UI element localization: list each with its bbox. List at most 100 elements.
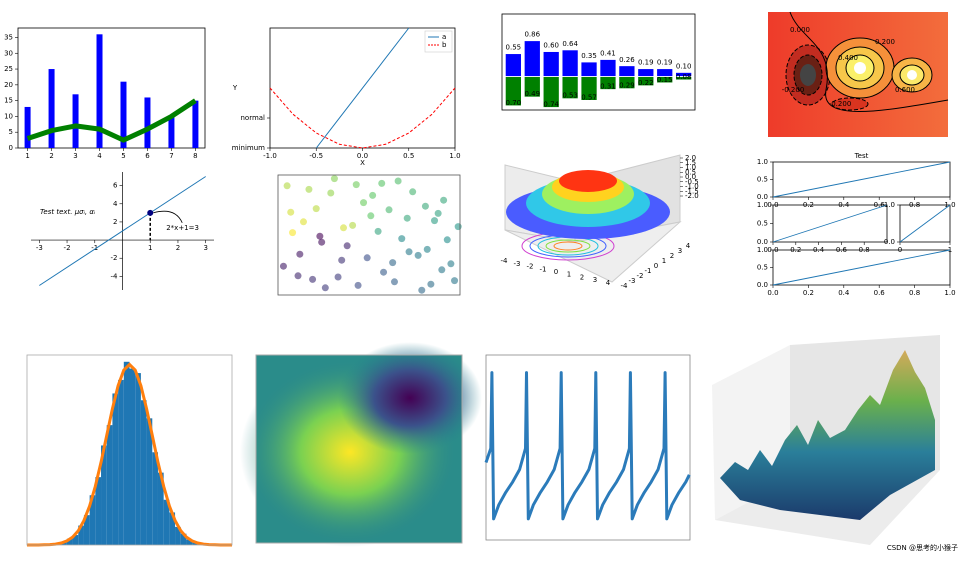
annotation-label: 2*x+1=3 <box>166 224 199 232</box>
point <box>309 275 317 283</box>
point <box>374 227 382 235</box>
bar <box>144 97 151 148</box>
bar <box>580 76 598 101</box>
contour-label: 0.200 <box>875 38 895 46</box>
y-tick-label: 1.0 <box>757 246 768 254</box>
heatmap-field <box>240 342 482 547</box>
bar <box>95 477 102 545</box>
z-tick-label: -2.0 <box>685 192 699 200</box>
point <box>427 280 435 288</box>
x-tick-label: 0 <box>554 268 558 276</box>
point <box>363 254 371 262</box>
x-tick-label: 1 <box>567 271 571 279</box>
y-tick-label: 0.0 <box>884 238 895 246</box>
bar <box>186 539 193 545</box>
value-label: 0.26 <box>619 56 635 64</box>
point <box>354 281 362 289</box>
value-label: 0.31 <box>600 83 616 91</box>
y-tick-label: -1 <box>645 267 652 275</box>
point <box>389 259 397 267</box>
x-tick-label: 3 <box>73 152 77 160</box>
value-label: 0.35 <box>581 52 597 60</box>
y-tick-label: minimum <box>232 144 265 152</box>
y-tick-label: 0 <box>9 144 13 152</box>
surface-3d <box>504 154 682 283</box>
y-tick-label: 4 <box>113 200 118 208</box>
y-tick-label: 2 <box>670 252 674 260</box>
bar <box>504 53 522 78</box>
value-label: 0.60 <box>543 42 559 50</box>
point <box>403 214 411 222</box>
bar <box>192 100 199 148</box>
bar <box>169 512 176 545</box>
point <box>454 223 462 231</box>
terrain-3d <box>712 335 940 545</box>
x-tick-label: 6 <box>145 152 150 160</box>
point <box>316 232 324 240</box>
bar <box>101 445 107 545</box>
bar <box>599 76 617 90</box>
x-tick-label: -0.5 <box>309 152 323 160</box>
axes-frame <box>17 27 206 149</box>
x-tick-label: 4 <box>97 152 102 160</box>
y-tick-label: 1.0 <box>757 201 768 209</box>
point <box>340 224 348 232</box>
bar <box>123 361 130 545</box>
x-tick-label: 0.0 <box>357 152 368 160</box>
point <box>338 256 346 264</box>
z-tick-label: 0.5 <box>685 168 696 176</box>
value-label: 0.10 <box>676 62 692 70</box>
bar <box>637 68 655 78</box>
point <box>283 182 291 190</box>
x-tick-label: 0.6 <box>874 289 886 297</box>
point <box>330 175 338 183</box>
x-tick-label: 3 <box>593 276 597 284</box>
point <box>378 179 386 187</box>
point <box>343 242 351 250</box>
bar <box>129 368 136 545</box>
point <box>349 221 357 229</box>
value-label: 0.22 <box>638 79 654 87</box>
point <box>418 286 426 294</box>
bar <box>140 400 147 545</box>
bar <box>152 452 158 545</box>
y-tick-label: 10 <box>4 112 13 120</box>
bar <box>618 76 636 90</box>
x-tick-label: 2 <box>49 152 53 160</box>
y-tick-label: 2 <box>113 218 117 226</box>
point <box>409 188 417 196</box>
point <box>367 212 375 220</box>
bar <box>72 535 79 545</box>
x-tick-label: 1.0 <box>449 152 460 160</box>
value-label: 0.64 <box>562 40 578 48</box>
y-tick-label: normal <box>240 114 265 122</box>
point <box>318 238 326 246</box>
bar <box>78 525 84 545</box>
y-tick-label: 1.0 <box>757 158 768 166</box>
value-label: 0.19 <box>638 59 654 67</box>
point <box>321 284 329 292</box>
point <box>421 202 429 210</box>
bar <box>163 499 170 545</box>
x-axis-label: X <box>360 159 365 167</box>
y-axis-label: Y <box>232 84 238 92</box>
bar <box>96 34 103 148</box>
x-tick-label: 4 <box>606 279 611 287</box>
x-tick-label: 1.0 <box>944 289 955 297</box>
annotation-text: Test text. μσᵢ, αᵢ <box>40 208 96 216</box>
axes-frame <box>26 354 233 546</box>
point <box>431 217 439 225</box>
point <box>390 278 398 286</box>
legend-box <box>424 30 453 53</box>
bar <box>168 116 175 148</box>
line <box>315 27 410 149</box>
bar <box>561 49 579 78</box>
y-tick-label: 35 <box>4 33 13 41</box>
x-tick-label: 0.5 <box>403 152 414 160</box>
point <box>147 209 154 216</box>
bar <box>561 76 579 100</box>
contour-label: -0.200 <box>782 86 805 94</box>
y-tick-label: 6 <box>113 182 118 190</box>
x-tick-label: -1.0 <box>263 152 277 160</box>
